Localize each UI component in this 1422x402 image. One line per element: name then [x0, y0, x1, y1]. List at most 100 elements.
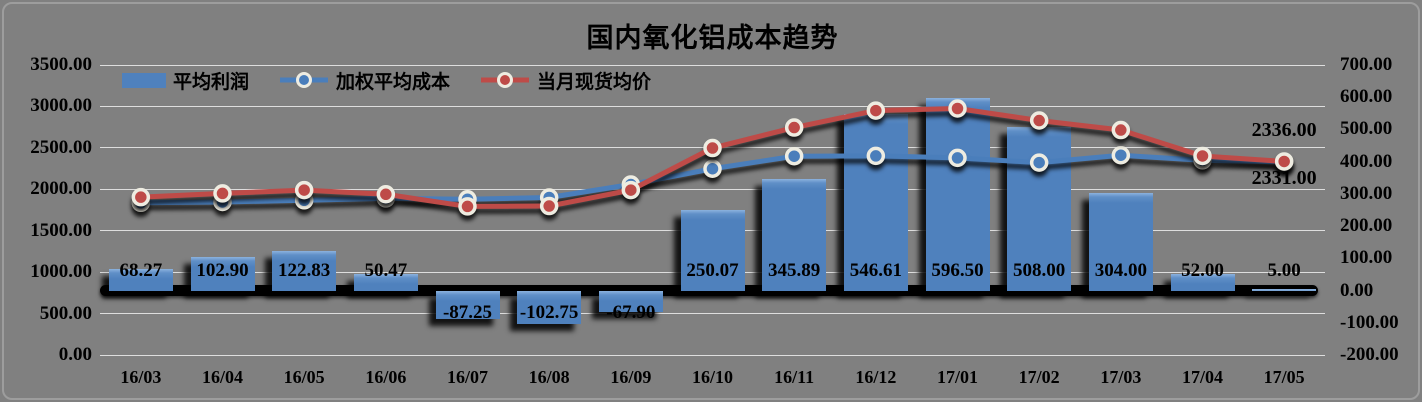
legend-item-profit[interactable]: 平均利润: [122, 67, 249, 94]
gridline: [100, 147, 1325, 149]
left-axis-tick-label: 1000.00: [30, 261, 92, 283]
bar-data-label: 304.00: [1094, 260, 1147, 281]
left-axis-tick-label: 3000.00: [30, 95, 92, 117]
left-axis-tick-label: 3500.00: [30, 54, 92, 75]
profit-bar: [680, 209, 745, 291]
weighted-cost-marker: [1193, 151, 1212, 170]
legend-label-profit: 平均利润: [173, 71, 250, 93]
x-axis-category-label: 17/01: [936, 367, 978, 387]
x-axis-category-label: 16/12: [855, 367, 897, 387]
line-marker-swatch-icon: [481, 72, 530, 88]
bar-data-label: 546.61: [849, 260, 902, 281]
x-axis-category-label: 17/04: [1181, 367, 1223, 387]
bar-data-label: -87.25: [442, 302, 493, 323]
x-axis-category-label: 16/09: [610, 367, 652, 387]
bar-data-label: -67.90: [606, 302, 656, 323]
legend-label-weighted-cost: 加权平均成本: [336, 71, 451, 93]
x-axis-category-label: 16/06: [365, 367, 407, 387]
line-marker-swatch-icon: [280, 72, 329, 88]
bar-data-label: 52.00: [1181, 260, 1224, 281]
x-axis-category-label: 17/03: [1100, 367, 1142, 387]
right-axis-tick-label: 500.00: [1340, 118, 1393, 140]
right-axis-tick-label: -200.00: [1340, 344, 1399, 365]
gridline: [100, 105, 1325, 107]
right-axis-tick-label: -100.00: [1340, 311, 1399, 333]
left-axis-tick-label: 2000.00: [30, 178, 92, 200]
spot-price-marker: [131, 187, 151, 207]
profit-bar: [435, 290, 500, 319]
weighted-cost-marker: [703, 159, 722, 178]
bar-data-label: 68.27: [119, 260, 163, 281]
spot-price-marker: [621, 180, 641, 200]
right-axis-tick-label: 700.00: [1340, 54, 1393, 75]
gridline: [100, 188, 1325, 190]
profit-bar: [353, 274, 418, 291]
weighted-cost-marker: [784, 146, 804, 166]
x-axis-category-label: 16/10: [691, 367, 733, 387]
weighted-cost-marker: [294, 191, 314, 210]
profit-bar: [1252, 288, 1317, 291]
weighted-cost-marker: [1111, 145, 1131, 165]
legend-label-spot-price: 当月现货均价: [537, 71, 652, 93]
bar-data-label: 508.00: [1013, 260, 1066, 281]
spot-price-marker: [784, 118, 804, 137]
x-axis-category-label: 16/03: [120, 367, 162, 387]
weighted-cost-marker: [213, 192, 232, 212]
category-axis-line: [100, 285, 1318, 297]
chart-title: 国内氧化铝成本趋势: [586, 23, 839, 53]
x-axis-category-label: 16/08: [528, 367, 570, 387]
x-axis-category-label: 16/04: [201, 367, 243, 387]
right-axis-tick-label: 0.00: [1340, 279, 1374, 301]
profit-bar: [190, 257, 255, 291]
right-axis-tick-label: 400.00: [1340, 150, 1393, 172]
profit-bar: [272, 250, 337, 291]
bar-data-label: 596.50: [931, 260, 984, 281]
bar-data-label: 102.90: [196, 260, 249, 281]
spot-price-marker: [294, 180, 314, 200]
bar-data-label: -102.75: [519, 302, 579, 323]
bar-data-label: 345.89: [768, 260, 821, 281]
bar-swatch-icon: [122, 72, 166, 88]
profit-bar: [517, 290, 582, 324]
weighted-cost-marker: [131, 193, 151, 213]
x-axis-category-label: 16/11: [774, 367, 815, 387]
profit-bar: [598, 290, 663, 313]
spot-price-marker: [1193, 146, 1212, 166]
spot-price-marker: [1029, 111, 1049, 130]
right-axis-tick-label: 200.00: [1340, 215, 1393, 237]
chart-legend: 平均利润 加权平均成本 当月现货均价: [122, 66, 651, 94]
right-axis-tick-label: 100.00: [1340, 247, 1393, 269]
bar-data-label: 250.07: [686, 260, 739, 281]
spot-price-marker: [458, 197, 477, 216]
weighted-cost-marker: [376, 189, 396, 208]
line-end-value-label: 2336.00: [1251, 119, 1317, 142]
bar-data-label: 5.00: [1267, 260, 1301, 281]
gridline: [100, 313, 1325, 315]
profit-bar: [108, 268, 173, 291]
line-end-value-label: 2331.00: [1251, 166, 1317, 189]
bar-data-label: 50.47: [364, 260, 408, 281]
weighted-cost-marker: [458, 189, 477, 209]
legend-item-weighted-cost[interactable]: 加权平均成本: [279, 67, 450, 94]
left-axis-tick-label: 0.00: [58, 344, 92, 365]
spot-price-marker: [539, 196, 559, 216]
profit-bar: [1170, 273, 1235, 291]
x-axis-category-label: 17/02: [1018, 367, 1060, 387]
left-axis-tick-label: 2500.00: [30, 136, 92, 158]
gridline: [100, 354, 1325, 356]
weighted-cost-marker: [539, 188, 559, 207]
x-axis-category-label: 17/05: [1263, 367, 1305, 387]
spot-price-marker: [1111, 120, 1131, 140]
x-axis-category-label: 16/05: [283, 367, 325, 387]
bar-data-label: 122.83: [278, 260, 331, 281]
right-axis-tick-label: 300.00: [1340, 182, 1393, 204]
left-axis-tick-label: 500.00: [39, 302, 92, 324]
legend-item-spot-price[interactable]: 当月现货均价: [480, 67, 651, 94]
left-axis-tick-label: 1500.00: [30, 219, 92, 241]
x-axis-category-label: 16/07: [446, 367, 488, 387]
gridline: [100, 64, 1325, 66]
right-axis-tick-label: 600.00: [1340, 86, 1393, 108]
